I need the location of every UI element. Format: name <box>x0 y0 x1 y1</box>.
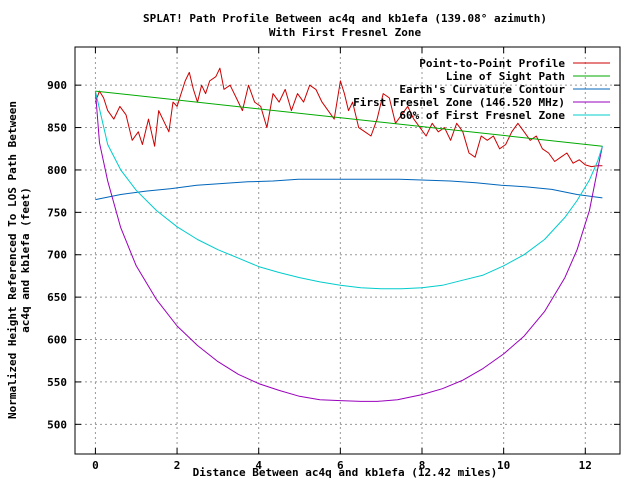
legend-label: Earth's Curvature Contour <box>399 83 565 96</box>
series-group <box>94 67 603 402</box>
chart-title: SPLAT! Path Profile Between ac4q and kb1… <box>143 12 547 25</box>
x-tick-label: 4 <box>255 459 262 472</box>
y-tick-label: 700 <box>47 249 67 262</box>
series-line-point-to-point-profile <box>94 67 603 168</box>
y-tick-label: 900 <box>47 79 67 92</box>
y-tick-label: 650 <box>47 291 67 304</box>
y-tick-label: 850 <box>47 122 67 135</box>
y-tick-label: 500 <box>47 418 67 431</box>
axis-ticks: 0 2 4 6 8 10 12 500 550 600 650 700 750 800 850 900 <box>47 47 620 472</box>
x-tick-label: 12 <box>579 459 592 472</box>
x-tick-label: 10 <box>497 459 510 472</box>
series-line-first-fresnel-zone-146-520-mhz <box>94 91 603 402</box>
series-line-60-of-first-fresnel-zone <box>94 90 603 290</box>
legend-label: First Fresnel Zone (146.520 MHz) <box>353 96 565 109</box>
y-tick-label: 550 <box>47 376 67 389</box>
y-tick-label: 750 <box>47 206 67 219</box>
y-tick-label: 600 <box>47 334 67 347</box>
series-line-line-of-sight-path <box>95 90 603 147</box>
legend-label: Point-to-Point Profile <box>419 57 565 70</box>
x-axis-label: Distance Between ac4q and kb1efa (12.42 … <box>193 466 498 479</box>
x-tick-label: 8 <box>419 459 426 472</box>
y-axis-label-line2: ac4q and kb1efa (feet) <box>19 187 32 333</box>
legend-label: Line of Sight Path <box>446 70 565 83</box>
y-axis-label-line1: Normalized Height Referenced To LOS Path… <box>6 101 19 419</box>
x-tick-label: 0 <box>92 459 99 472</box>
series-line-earth-s-curvature-contour <box>95 178 603 201</box>
x-tick-label: 6 <box>337 459 344 472</box>
plot-frame <box>74 46 621 455</box>
y-tick-label: 800 <box>47 164 67 177</box>
chart-subtitle: With First Fresnel Zone <box>269 26 422 39</box>
x-tick-label: 2 <box>174 459 181 472</box>
legend-label: 60% of First Fresnel Zone <box>399 109 565 122</box>
grid <box>75 47 620 454</box>
